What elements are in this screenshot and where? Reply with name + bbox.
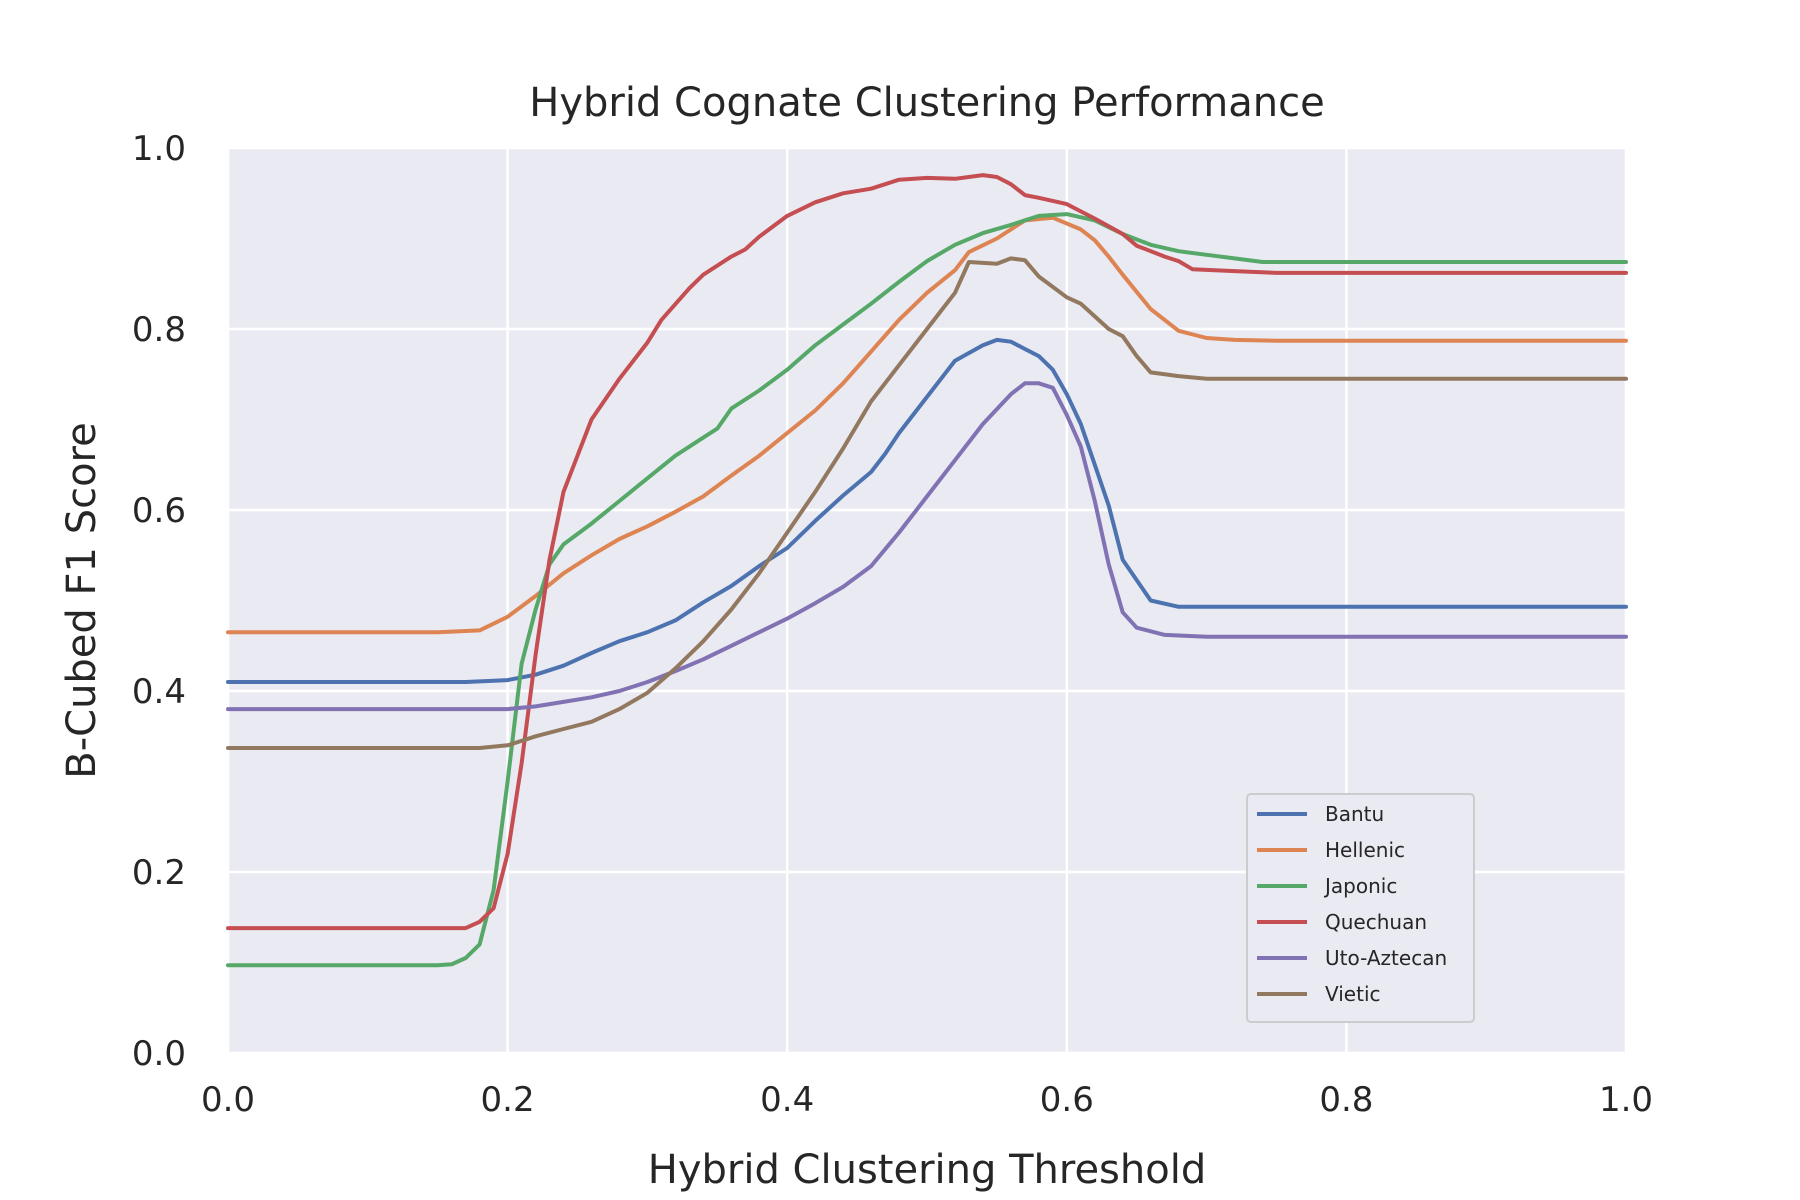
legend-label: Japonic <box>1323 874 1397 898</box>
legend-label: Bantu <box>1325 802 1384 826</box>
legend-label: Hellenic <box>1325 838 1405 862</box>
x-tick-labels: 0.0 0.2 0.4 0.6 0.8 1.0 <box>201 1080 1653 1120</box>
series-line-quechuan <box>226 173 1628 931</box>
series-line-bantu <box>226 337 1628 684</box>
y-tick-label: 0.4 <box>132 672 186 712</box>
legend-label: Uto-Aztecan <box>1325 946 1447 970</box>
legend-label: Quechuan <box>1325 910 1427 934</box>
series-line-uto-aztecan <box>226 381 1628 712</box>
x-tick-label: 0.6 <box>1040 1080 1094 1120</box>
y-tick-label: 0.6 <box>132 491 186 531</box>
series-line-vietic <box>226 256 1628 750</box>
legend-label: Vietic <box>1325 982 1381 1006</box>
series-line-hellenic <box>226 215 1628 635</box>
y-tick-label: 0.0 <box>132 1034 186 1074</box>
legend: Bantu Hellenic Japonic Quechuan Uto-Aztecan V… <box>1246 793 1475 1023</box>
series-layer <box>226 173 1628 968</box>
y-axis-label: B-Cubed F1 Score <box>59 422 105 778</box>
x-tick-label: 0.4 <box>760 1080 814 1120</box>
y-tick-label: 0.8 <box>132 310 186 350</box>
x-axis-label: Hybrid Clustering Threshold <box>648 1147 1206 1193</box>
x-tick-label: 0.0 <box>201 1080 255 1120</box>
y-tick-label: 0.2 <box>132 853 186 893</box>
y-tick-labels: 0.0 0.2 0.4 0.6 0.8 1.0 <box>132 129 186 1074</box>
x-tick-label: 0.2 <box>481 1080 535 1120</box>
x-tick-label: 1.0 <box>1599 1080 1653 1120</box>
y-tick-label: 1.0 <box>132 129 186 169</box>
chart-title: Hybrid Cognate Clustering Performance <box>529 80 1325 126</box>
x-tick-label: 0.8 <box>1319 1080 1373 1120</box>
